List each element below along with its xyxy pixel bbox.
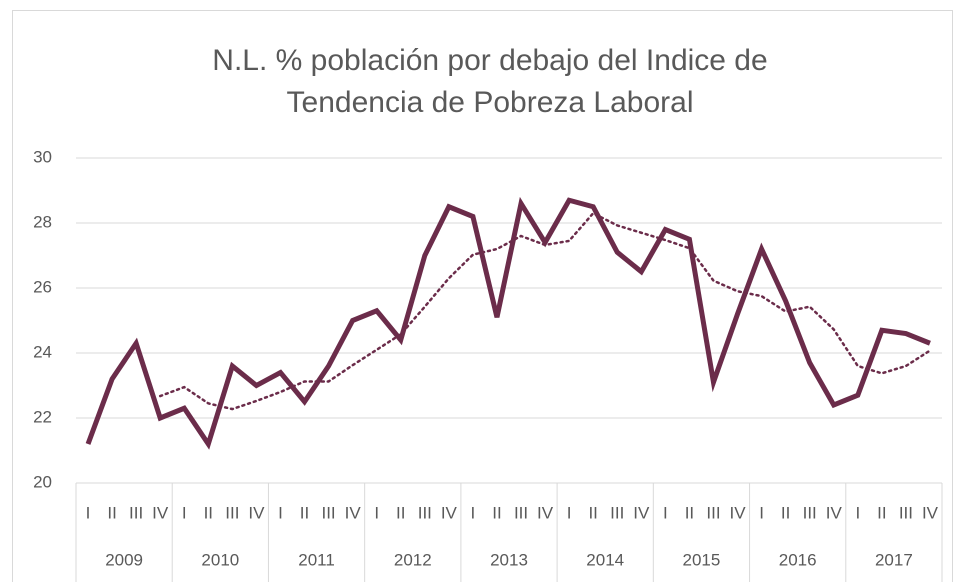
y-tick-label: 30 [33, 147, 52, 166]
x-tick-label: I [759, 503, 764, 522]
x-tick-label: II [204, 503, 213, 522]
chart-title: N.L. % población por debajo del Indice d… [212, 44, 767, 77]
x-tick-label: II [396, 503, 405, 522]
x-tick-label: IV [152, 503, 169, 522]
x-tick-label: III [514, 503, 528, 522]
x-tick-label: I [471, 503, 476, 522]
year-label: 2013 [490, 550, 528, 569]
year-label: 2017 [875, 550, 913, 569]
year-label: 2012 [394, 550, 432, 569]
x-tick-label: IV [633, 503, 650, 522]
x-tick-label: I [278, 503, 283, 522]
x-tick-label: I [663, 503, 668, 522]
y-tick-label: 24 [33, 342, 52, 361]
x-tick-label: I [567, 503, 572, 522]
year-label: 2014 [586, 550, 624, 569]
y-tick-label: 22 [33, 407, 52, 426]
x-tick-label: II [877, 503, 886, 522]
x-tick-label: I [374, 503, 379, 522]
x-tick-label: III [129, 503, 143, 522]
year-label: 2009 [105, 550, 143, 569]
y-tick-label: 20 [33, 472, 52, 491]
x-tick-label: I [855, 503, 860, 522]
x-tick-label: III [899, 503, 913, 522]
y-tick-label: 26 [33, 277, 52, 296]
x-tick-label: III [803, 503, 817, 522]
x-tick-label: II [588, 503, 597, 522]
year-label: 2015 [683, 550, 721, 569]
x-tick-label: III [225, 503, 239, 522]
data-line [85, 196, 931, 450]
year-label: 2016 [779, 550, 817, 569]
x-tick-label: IV [729, 503, 746, 522]
y-tick-label: 28 [33, 212, 52, 231]
x-tick-label: IV [826, 503, 843, 522]
chart-frame [12, 10, 953, 582]
x-tick-label: I [182, 503, 187, 522]
x-tick-label: II [107, 503, 116, 522]
x-tick-label: IV [248, 503, 265, 522]
x-tick-label: II [781, 503, 790, 522]
year-label: 2011 [298, 550, 335, 569]
x-tick-label: IV [537, 503, 554, 522]
x-tick-label: II [300, 503, 309, 522]
x-tick-label: IV [345, 503, 362, 522]
x-tick-label: I [86, 503, 91, 522]
year-label: 2010 [201, 550, 239, 569]
x-tick-label: III [321, 503, 335, 522]
x-tick-label: II [685, 503, 694, 522]
x-tick-label: III [706, 503, 720, 522]
x-tick-label: III [610, 503, 624, 522]
x-tick-label: III [418, 503, 432, 522]
x-tick-label: IV [441, 503, 458, 522]
x-tick-label: II [492, 503, 501, 522]
chart-title: Tendencia de Pobreza Laboral [287, 86, 694, 119]
x-tick-label: IV [922, 503, 939, 522]
